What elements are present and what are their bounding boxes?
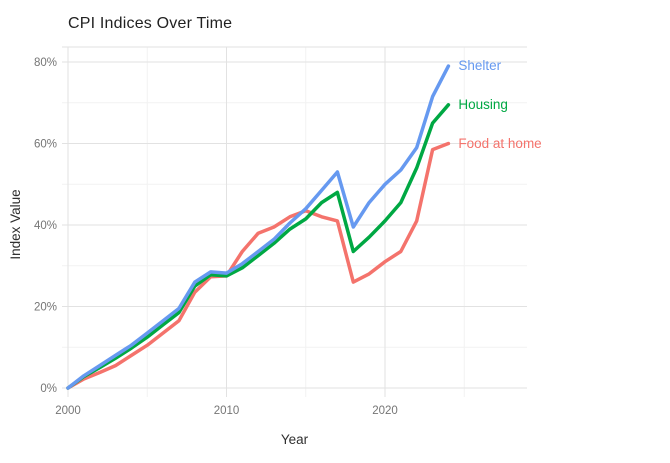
y-tick-label: 20%	[34, 302, 57, 314]
x-tick-label: 2000	[55, 405, 81, 417]
series-line-housing	[66, 103, 451, 390]
series-line-food-at-home	[66, 141, 451, 390]
y-tick-label: 40%	[34, 220, 57, 232]
x-axis-title: Year	[280, 432, 309, 447]
chart-title: CPI Indices Over Time	[68, 15, 233, 32]
y-tick-label: 0%	[40, 383, 57, 395]
series-label-shelter: Shelter	[458, 58, 502, 74]
y-axis-title: Index Value	[8, 189, 23, 260]
x-tick-label: 2010	[214, 405, 240, 417]
series-label-food-at-home: Food at home	[458, 135, 542, 151]
series-lines	[66, 64, 451, 390]
gridlines	[62, 46, 527, 397]
series-line-shelter	[66, 64, 451, 390]
axis-tick-labels: 0% 20% 40% 60% 80% 2000 2010 2020	[34, 57, 398, 417]
y-tick-label: 60%	[34, 139, 57, 151]
series-label-housing: Housing	[458, 96, 508, 112]
x-tick-label: 2020	[372, 405, 398, 417]
y-tick-label: 80%	[34, 57, 57, 69]
